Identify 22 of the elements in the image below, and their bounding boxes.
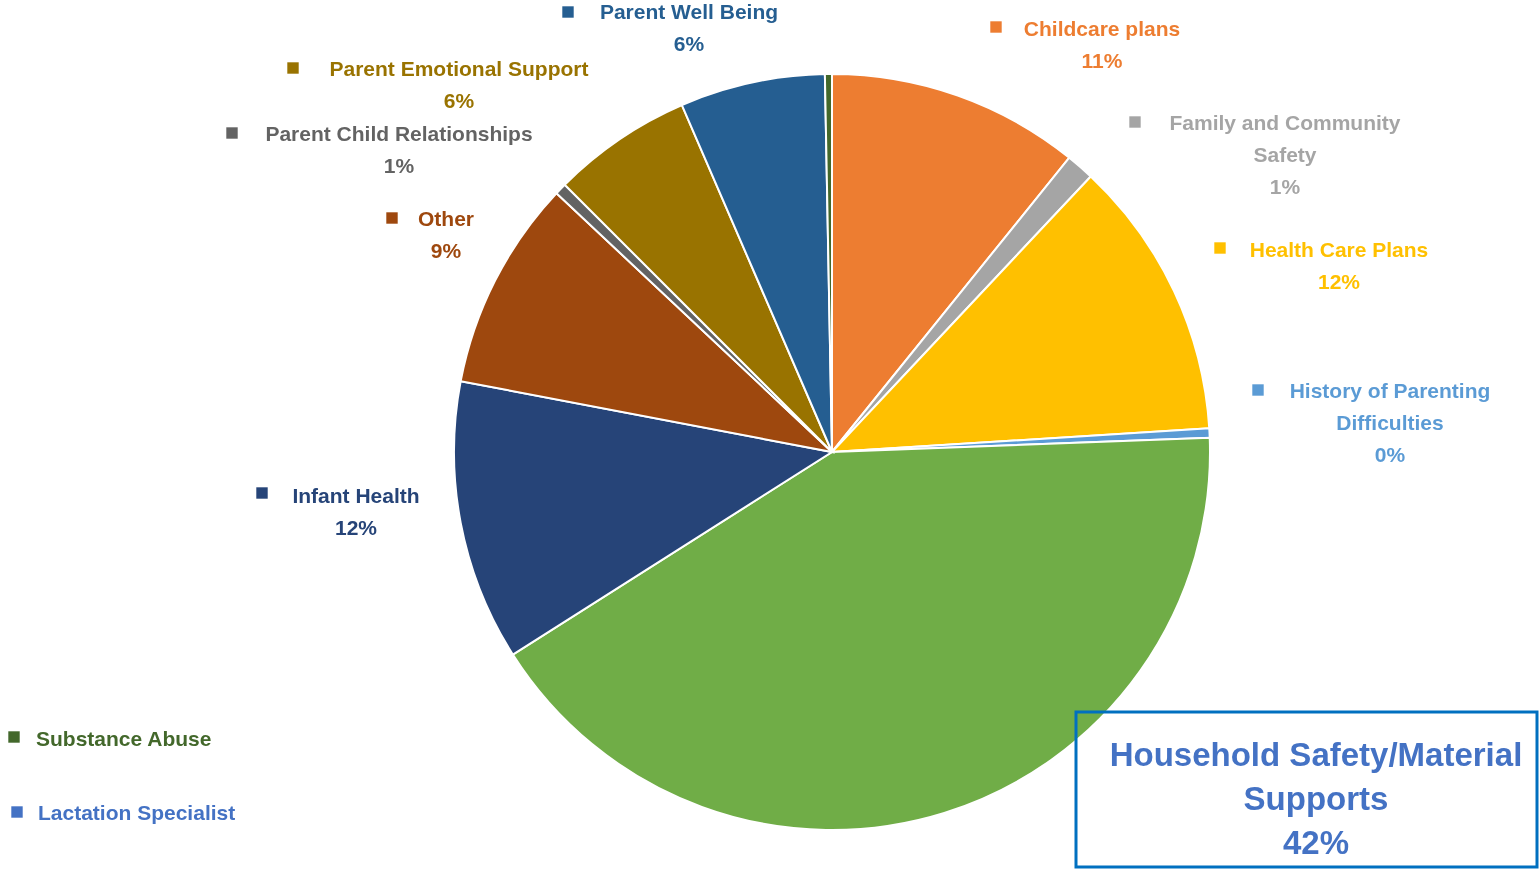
data-label: 1% [1269, 175, 1301, 198]
legend-label: Childcare plans [1023, 17, 1181, 40]
data-label: 12% [334, 516, 378, 539]
legend-label: Substance Abuse [36, 727, 212, 750]
data-label: 0% [1374, 443, 1406, 466]
legend-label: Lactation Specialist [38, 801, 236, 824]
data-label: 11% [1081, 49, 1123, 72]
data-label: 6% [443, 89, 475, 112]
legend-label: Parent Emotional Support [329, 57, 589, 80]
legend-label: Parent Child Relationships [265, 122, 533, 145]
data-label: 12% [1317, 270, 1361, 293]
data-label: 9% [430, 239, 462, 262]
legend-label: Health Care Plans [1249, 238, 1429, 261]
legend-label: Infant Health [292, 484, 420, 507]
legend-label: Family and Community Safety [1169, 111, 1401, 166]
data-label: 1% [383, 154, 415, 177]
legend-label: Other [417, 207, 475, 230]
data-label: 6% [673, 32, 705, 55]
data-label: 42% [1282, 824, 1350, 861]
legend-label: Parent Well Being [599, 0, 779, 23]
slice-label: Household Safety/Material Supports [1109, 736, 1523, 817]
legend-label: History of Parenting Difficulties [1289, 379, 1491, 434]
